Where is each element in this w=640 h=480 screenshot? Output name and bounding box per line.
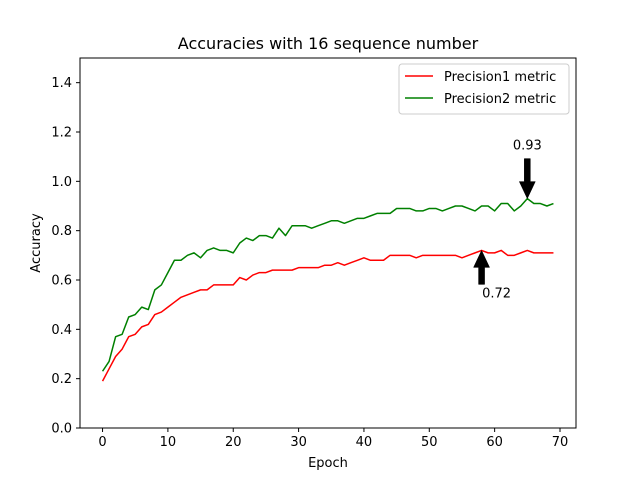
annotation-label-1: 0.93 — [513, 139, 542, 154]
x-axis-ticks: 0 10 20 30 40 50 60 70 — [98, 428, 568, 450]
y-tick-label: 0.2 — [51, 372, 72, 387]
y-axis-label: Accuracy — [29, 213, 44, 273]
series-line-2 — [101, 197, 554, 372]
y-tick-label: 0.8 — [51, 224, 72, 239]
plot-frame — [79, 57, 577, 429]
y-tick-label: 1.0 — [51, 175, 72, 190]
y-axis-ticks: 0.0 0.2 0.4 0.6 0.8 1.0 1.2 1.4 — [51, 76, 80, 437]
legend-label-2: Precision2 metric — [444, 92, 556, 107]
annotation-arrow-2 — [473, 249, 490, 285]
annotation-arrow-1 — [518, 158, 536, 200]
y-tick-label: 0.4 — [51, 323, 72, 338]
y-tick-label: 1.2 — [51, 126, 72, 141]
annotations: 0.93 0.72 — [473, 139, 542, 301]
legend: Precision1 metric Precision2 metric — [398, 63, 570, 115]
x-tick-label: 70 — [552, 435, 569, 450]
y-tick-label: 0.0 — [51, 422, 72, 437]
x-tick-label: 60 — [486, 435, 503, 450]
x-tick-label: 0 — [98, 435, 106, 450]
x-tick-label: 20 — [225, 435, 242, 450]
x-tick-label: 50 — [421, 435, 438, 450]
x-tick-label: 30 — [290, 435, 307, 450]
x-tick-label: 10 — [160, 435, 177, 450]
plot-area — [101, 197, 554, 382]
series-line-1 — [101, 249, 554, 382]
legend-box — [398, 63, 570, 115]
chart-title: Accuracies with 16 sequence number — [178, 34, 479, 53]
x-axis-label: Epoch — [308, 456, 348, 471]
y-tick-label: 0.6 — [51, 274, 72, 289]
annotation-label-2: 0.72 — [482, 286, 511, 301]
y-tick-label: 1.4 — [51, 76, 72, 91]
legend-label-1: Precision1 metric — [444, 70, 556, 85]
x-tick-label: 40 — [356, 435, 373, 450]
